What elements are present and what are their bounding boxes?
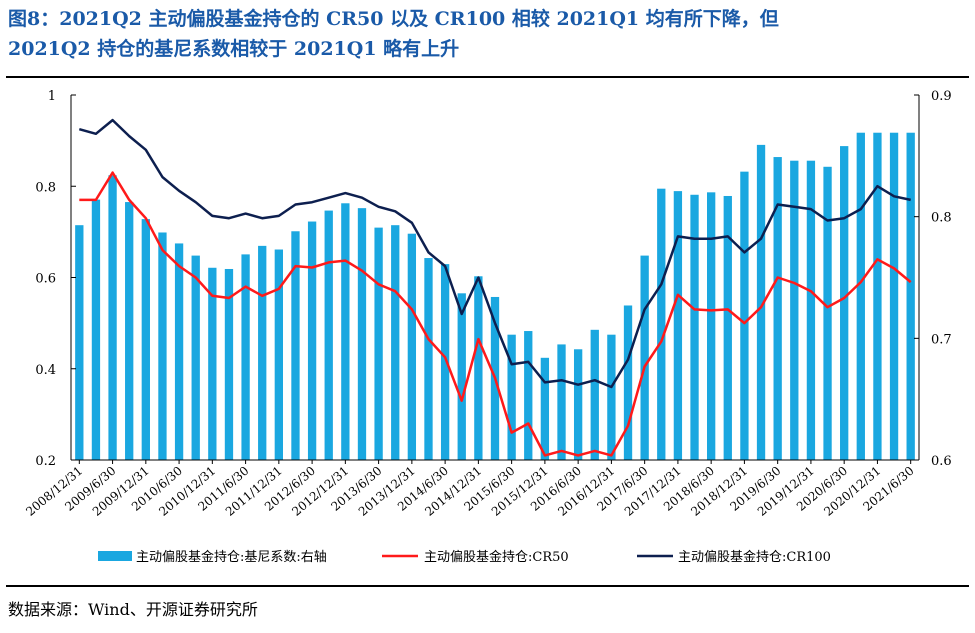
bar-gini	[258, 245, 267, 460]
bar-gini	[75, 225, 84, 460]
bar-gini	[740, 171, 749, 460]
source-rule	[6, 585, 969, 587]
bar-gini	[274, 249, 283, 460]
bar-gini	[773, 157, 782, 461]
bar-gini	[856, 132, 865, 460]
bar-gini	[690, 194, 699, 460]
bar-gini	[906, 132, 915, 460]
bar-gini	[474, 276, 483, 460]
bar-gini	[723, 195, 732, 460]
bar-gini	[440, 264, 450, 460]
legend-label-gini: 主动偏股基金持仓:基尼系数:右轴	[136, 549, 327, 565]
legend-label-cr100: 主动偏股基金持仓:CR100	[678, 549, 831, 565]
bar-gini	[125, 202, 134, 461]
bar-gini	[790, 160, 799, 460]
bar-gini	[224, 268, 234, 460]
chart-title-line2: 2021Q2 持仓的基尼系数相较于 2021Q1 略有上升	[8, 38, 460, 60]
bar-gini	[174, 243, 184, 460]
y-right-tick-label: 0.8	[931, 211, 952, 226]
bar-gini	[241, 254, 250, 460]
bar-gini	[889, 132, 899, 460]
y-right-tick-label: 0.9	[931, 89, 952, 104]
bar-gini	[407, 233, 417, 460]
y-left-tick-label: 0.6	[35, 272, 56, 287]
bar-gini	[657, 188, 666, 460]
series-line-cr100	[78, 118, 911, 389]
bar-gini	[307, 221, 317, 460]
y-left-tick-label: 0.2	[35, 454, 56, 469]
bar-gini	[640, 255, 649, 460]
bar-gini	[673, 191, 683, 460]
bar-gini	[823, 166, 832, 461]
bar-gini	[108, 175, 117, 461]
y-left-tick-label: 1	[48, 89, 56, 104]
bar-gini	[557, 344, 566, 460]
bar-gini	[341, 203, 350, 461]
bar-gini	[607, 334, 616, 460]
bar-gini	[806, 160, 816, 460]
legend-label-cr50: 主动偏股基金持仓:CR50	[424, 549, 569, 565]
bar-gini	[524, 331, 533, 460]
bar-gini	[507, 334, 516, 460]
bar-gini	[623, 305, 633, 460]
y-left-tick-label: 0.4	[35, 363, 56, 378]
bar-gini	[291, 231, 300, 460]
bar-gini	[391, 225, 400, 460]
y-right-tick-label: 0.7	[931, 332, 952, 347]
bar-gini	[357, 208, 367, 460]
chart-title: 图8：2021Q2 主动偏股基金持仓的 CR50 以及 CR100 相较 202…	[8, 4, 968, 64]
source-note: 数据来源：Wind、开源证券研究所	[8, 600, 258, 619]
chart-title-line1: 图8：2021Q2 主动偏股基金持仓的 CR50 以及 CR100 相较 202…	[8, 8, 779, 30]
series-line-cr50	[79, 171, 912, 457]
bar-gini	[573, 349, 583, 460]
bar-gini	[540, 357, 550, 460]
y-right-tick-label: 0.6	[931, 454, 952, 469]
bars-group	[75, 132, 915, 461]
lines-group	[78, 118, 912, 457]
bar-gini	[873, 132, 882, 460]
bar-gini	[590, 329, 599, 460]
bar-gini	[457, 293, 466, 460]
bar-gini	[424, 258, 433, 460]
legend-swatch-gini	[98, 551, 132, 561]
bar-gini	[324, 210, 333, 460]
title-rule	[6, 76, 969, 78]
bar-gini	[374, 227, 383, 460]
bar-gini	[91, 199, 101, 460]
bar-gini	[707, 192, 716, 461]
y-left-tick-label: 0.8	[35, 180, 56, 195]
bar-gini	[158, 232, 167, 460]
bar-gini	[208, 267, 217, 460]
bar-gini	[840, 146, 849, 460]
bar-gini	[756, 144, 766, 460]
bar-gini	[141, 219, 150, 460]
bar-gini	[191, 255, 200, 460]
legend: 主动偏股基金持仓:基尼系数:右轴 主动偏股基金持仓:CR50 主动偏股基金持仓:CR…	[98, 549, 831, 565]
